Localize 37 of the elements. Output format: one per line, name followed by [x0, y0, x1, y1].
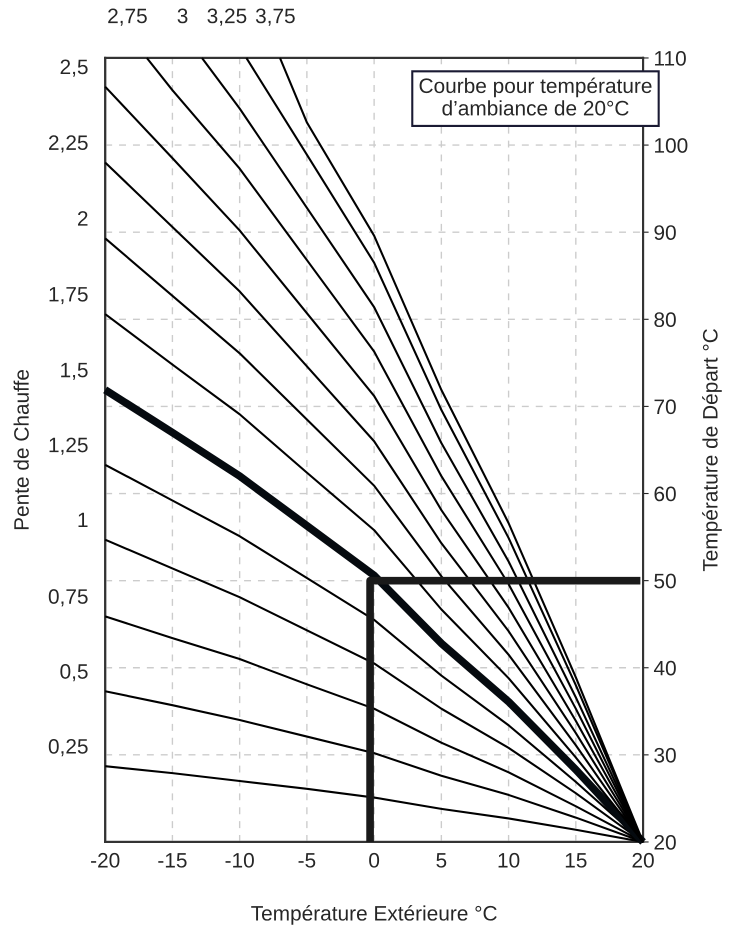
x-axis-title: Température Extérieure °C	[251, 905, 497, 925]
series-label: 0,75	[48, 589, 88, 606]
y2-tick-label: 60	[654, 486, 676, 502]
series-label: 3	[178, 8, 188, 24]
series-label: 3,25	[207, 8, 246, 26]
y2-tick-label: 70	[654, 399, 676, 414]
series-label: 2	[78, 211, 88, 226]
series-label: 0,25	[48, 738, 88, 756]
series-label: 2,75	[108, 8, 147, 26]
y-axis-title: Pente de Chauffe	[14, 370, 29, 530]
x-tick-label: -20	[91, 852, 120, 868]
series-label: 2,25	[49, 135, 88, 153]
y2-tick-label: 110	[655, 50, 686, 66]
y2-axis-title: Température de Départ °C	[702, 329, 722, 572]
series-label: 1,25	[50, 438, 88, 455]
x-tick-label: -10	[226, 852, 254, 868]
y2-tick-label: 20	[654, 834, 676, 850]
series-label: 1	[78, 512, 88, 528]
x-tick-label: -15	[158, 853, 187, 868]
x-tick-label: 20	[632, 852, 654, 868]
x-tick-label: -5	[298, 853, 316, 868]
series-label: 3,75	[256, 8, 295, 26]
x-tick-label: 10	[498, 852, 520, 868]
series-label: 1,75	[50, 287, 88, 304]
series-label: 2,5	[60, 60, 88, 77]
y2-tick-label: 80	[654, 312, 676, 328]
x-tick-label: 5	[436, 853, 446, 868]
x-tick-label: 15	[566, 853, 587, 868]
y2-tick-label: 90	[654, 225, 676, 240]
y2-tick-label: 50	[654, 574, 676, 588]
x-tick-label: 0	[369, 852, 380, 868]
y2-tick-label: 30	[654, 748, 676, 763]
annotation: Courbe pour température d’ambiance de 20°C	[420, 78, 652, 116]
series-label: 0,5	[60, 664, 88, 682]
y2-tick-label: 40	[654, 660, 676, 676]
series-label: 1,5	[61, 362, 88, 380]
y2-tick-label: 100	[655, 138, 688, 153]
